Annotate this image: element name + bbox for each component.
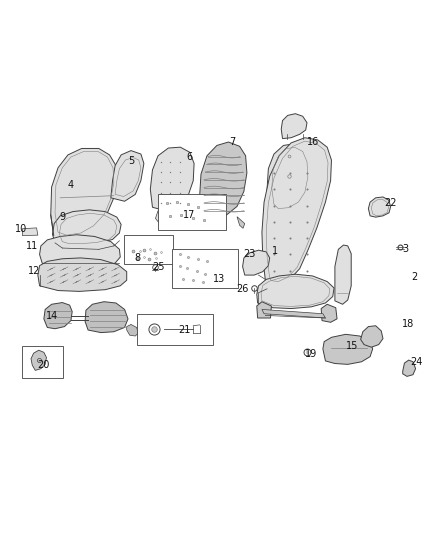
Text: 20: 20 bbox=[37, 360, 49, 370]
Text: 18: 18 bbox=[402, 319, 414, 329]
Text: 23: 23 bbox=[243, 248, 255, 259]
Polygon shape bbox=[39, 235, 120, 270]
Text: 22: 22 bbox=[385, 198, 397, 208]
Polygon shape bbox=[38, 258, 127, 292]
Text: 13: 13 bbox=[213, 274, 225, 285]
Text: 14: 14 bbox=[46, 311, 58, 321]
Polygon shape bbox=[111, 151, 144, 201]
Polygon shape bbox=[281, 114, 307, 139]
Polygon shape bbox=[127, 325, 138, 336]
Polygon shape bbox=[200, 142, 247, 218]
Polygon shape bbox=[262, 310, 325, 318]
Text: 1: 1 bbox=[272, 246, 278, 256]
Polygon shape bbox=[150, 147, 194, 211]
Polygon shape bbox=[31, 350, 46, 370]
Text: 10: 10 bbox=[15, 224, 28, 234]
Polygon shape bbox=[53, 210, 121, 245]
Polygon shape bbox=[267, 144, 310, 212]
Polygon shape bbox=[189, 208, 198, 219]
Text: 17: 17 bbox=[183, 210, 195, 220]
Polygon shape bbox=[44, 303, 72, 329]
Text: 6: 6 bbox=[186, 152, 192, 162]
Text: 21: 21 bbox=[178, 325, 191, 335]
Text: 11: 11 bbox=[26, 241, 39, 251]
Polygon shape bbox=[323, 334, 373, 365]
FancyBboxPatch shape bbox=[22, 346, 63, 378]
Text: 5: 5 bbox=[128, 156, 134, 166]
Text: 19: 19 bbox=[305, 349, 318, 359]
Polygon shape bbox=[262, 138, 332, 284]
FancyBboxPatch shape bbox=[124, 235, 173, 264]
Text: 4: 4 bbox=[68, 180, 74, 190]
Polygon shape bbox=[335, 245, 351, 304]
Text: 15: 15 bbox=[346, 341, 358, 351]
Polygon shape bbox=[257, 274, 334, 309]
FancyBboxPatch shape bbox=[158, 193, 226, 230]
Text: 7: 7 bbox=[229, 137, 235, 147]
Polygon shape bbox=[403, 360, 416, 376]
Text: 12: 12 bbox=[28, 266, 41, 276]
Text: 2: 2 bbox=[411, 272, 417, 282]
Text: 25: 25 bbox=[153, 262, 165, 272]
Polygon shape bbox=[85, 302, 128, 333]
Polygon shape bbox=[237, 217, 245, 228]
Polygon shape bbox=[257, 302, 272, 318]
Polygon shape bbox=[204, 218, 210, 230]
Polygon shape bbox=[243, 250, 270, 275]
Polygon shape bbox=[321, 304, 337, 322]
Text: 8: 8 bbox=[134, 253, 141, 263]
Polygon shape bbox=[368, 197, 391, 217]
Text: 24: 24 bbox=[410, 357, 423, 367]
Polygon shape bbox=[155, 211, 166, 223]
Polygon shape bbox=[51, 149, 117, 237]
Text: 16: 16 bbox=[307, 137, 320, 147]
Polygon shape bbox=[360, 326, 383, 347]
FancyBboxPatch shape bbox=[172, 249, 238, 288]
FancyBboxPatch shape bbox=[138, 314, 212, 345]
Text: 26: 26 bbox=[237, 284, 249, 294]
Polygon shape bbox=[22, 228, 38, 236]
Text: 9: 9 bbox=[59, 212, 65, 222]
Text: 3: 3 bbox=[403, 244, 409, 254]
